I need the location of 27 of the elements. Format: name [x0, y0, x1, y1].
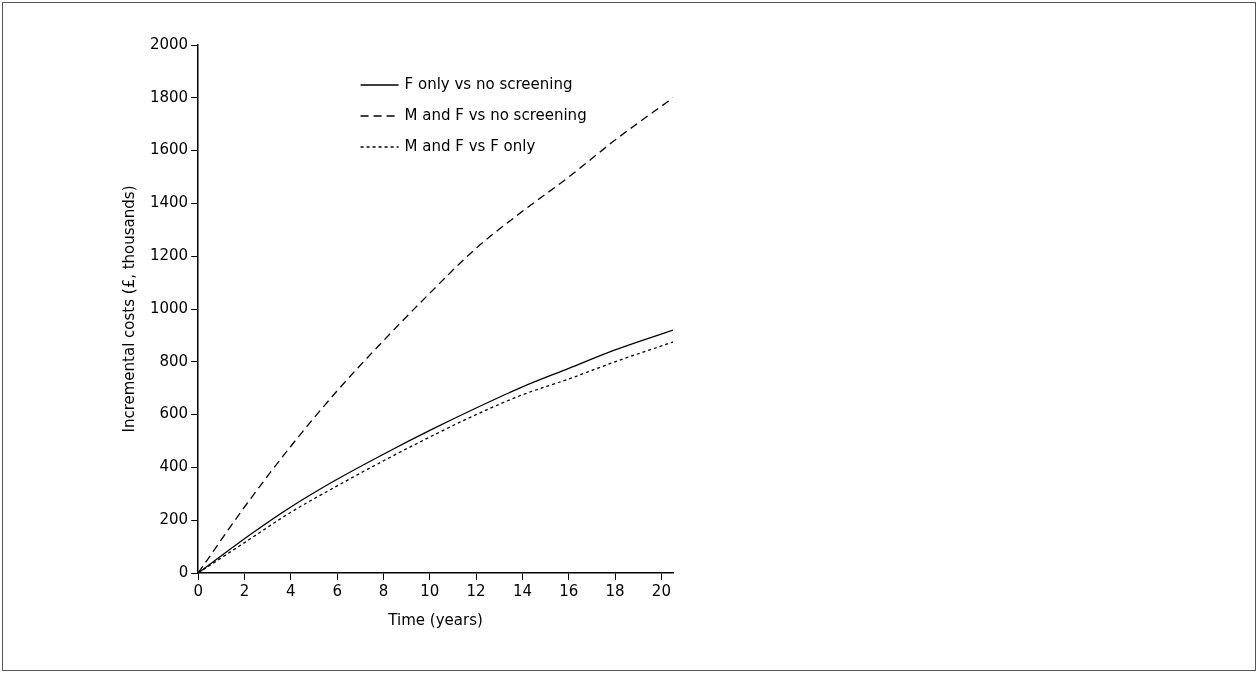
y-tick-label: 1400 [149, 193, 189, 212]
legend-label: M and F vs no screening [404, 105, 587, 124]
x-tick-label: 10 [420, 581, 440, 600]
y-tick-label: 800 [159, 351, 189, 370]
x-tick-label: 2 [239, 581, 250, 600]
legend-label: F only vs no screening [404, 74, 573, 93]
y-tick-label: 1000 [149, 298, 189, 317]
x-tick-label: 12 [466, 581, 486, 600]
x-tick-label: 18 [605, 581, 625, 600]
x-tick-label: 4 [286, 581, 296, 600]
y-tick-label: 2000 [149, 34, 189, 53]
x-tick-label: 8 [378, 581, 389, 600]
y-tick-label: 400 [159, 457, 189, 476]
x-tick-label: 6 [332, 581, 342, 600]
y-tick-label: 200 [159, 510, 189, 529]
y-tick-label: 1200 [149, 246, 189, 265]
y-axis-title: Incremental costs (£, thousands) [119, 185, 138, 433]
x-tick-label: 14 [512, 581, 532, 600]
x-tick-label: 16 [559, 581, 579, 600]
y-tick-label: 600 [159, 404, 189, 423]
legend-label: M and F vs F only [404, 136, 536, 155]
y-tick-label: 1800 [149, 87, 189, 106]
x-axis-title: Time (years) [387, 610, 483, 629]
x-tick-label: 0 [193, 581, 203, 600]
y-tick-label: 1600 [149, 140, 189, 159]
y-tick-label: 0 [178, 562, 189, 581]
x-tick-label: 20 [651, 581, 671, 600]
